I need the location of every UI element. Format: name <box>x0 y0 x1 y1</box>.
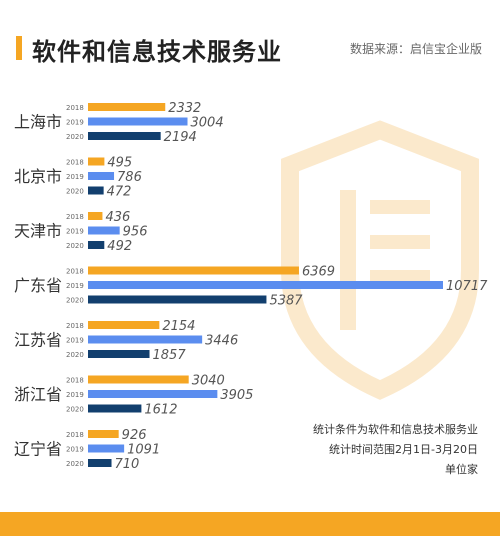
note-condition: 统计条件为软件和信息技术服务业 <box>313 423 478 436</box>
series-year-label: 2019 <box>66 119 84 127</box>
bar <box>88 335 203 344</box>
bar <box>88 404 142 413</box>
data-label: 2194 <box>164 130 197 145</box>
data-label: 2154 <box>162 319 195 334</box>
series-year-label: 2018 <box>66 159 84 167</box>
bar <box>88 241 105 249</box>
data-label: 926 <box>122 428 147 443</box>
category-label: 北京市 <box>14 167 62 186</box>
bar <box>88 132 161 140</box>
bar <box>88 103 166 111</box>
bar <box>88 172 115 180</box>
data-label: 492 <box>107 239 132 254</box>
note-unit: 单位家 <box>445 463 478 476</box>
bar <box>88 186 104 195</box>
series-year-label: 2019 <box>66 337 84 345</box>
bar <box>88 390 218 398</box>
bar <box>88 157 105 166</box>
data-label: 710 <box>115 457 140 472</box>
bar <box>88 459 112 467</box>
series-year-label: 2019 <box>66 446 84 454</box>
data-label: 495 <box>107 156 132 171</box>
bar <box>88 295 267 304</box>
data-label: 1612 <box>144 403 177 418</box>
chart-title: 软件和信息技术服务业 <box>32 38 282 66</box>
category-label: 浙江省 <box>14 385 62 404</box>
category-label: 天津市 <box>14 222 62 241</box>
data-label: 3905 <box>220 388 253 403</box>
bar <box>88 281 443 289</box>
bar <box>88 226 120 235</box>
series-year-label: 2019 <box>66 173 84 181</box>
category-label: 广东省 <box>14 276 62 295</box>
chart-notes: 统计条件为软件和信息技术服务业 统计时间范围2月1日-3月20日 单位家 <box>313 420 478 480</box>
series-year-label: 2020 <box>66 188 84 196</box>
footer-band <box>0 512 500 536</box>
series-year-label: 2020 <box>66 460 84 468</box>
series-year-label: 2018 <box>66 322 84 330</box>
data-label: 3040 <box>192 374 225 389</box>
bar <box>88 212 103 220</box>
series-year-label: 2019 <box>66 282 84 290</box>
series-year-label: 2018 <box>66 431 84 439</box>
bar <box>88 350 150 358</box>
series-year-label: 2018 <box>66 213 84 221</box>
series-year-label: 2020 <box>66 406 84 414</box>
note-date-range: 统计时间范围2月1日-3月20日 <box>329 443 478 456</box>
series-year-label: 2019 <box>66 391 84 399</box>
series-year-label: 2018 <box>66 377 84 385</box>
category-label: 上海市 <box>14 113 62 132</box>
series-year-label: 2020 <box>66 351 84 359</box>
data-label: 956 <box>123 225 148 240</box>
bar <box>88 444 125 453</box>
data-label: 472 <box>107 185 132 200</box>
bar <box>88 117 188 126</box>
series-year-label: 2019 <box>66 228 84 236</box>
bar <box>88 321 160 329</box>
title-accent-bar <box>16 36 22 60</box>
bar <box>88 430 119 438</box>
data-label: 10717 <box>446 279 488 294</box>
series-year-label: 2020 <box>66 133 84 141</box>
data-label: 1857 <box>153 348 187 363</box>
data-label: 786 <box>117 170 142 185</box>
data-label: 436 <box>105 210 130 225</box>
data-label: 5387 <box>269 294 303 309</box>
series-year-label: 2020 <box>66 297 84 305</box>
data-label: 3446 <box>205 334 238 349</box>
series-year-label: 2018 <box>66 104 84 112</box>
data-label: 2332 <box>168 101 201 116</box>
category-label: 辽宁省 <box>14 440 62 459</box>
category-label: 江苏省 <box>14 331 62 350</box>
data-source: 数据来源：启信宝企业版 <box>349 42 482 56</box>
series-year-label: 2020 <box>66 242 84 250</box>
bar <box>88 266 299 275</box>
watermark-logo-icon <box>281 120 479 400</box>
series-year-label: 2018 <box>66 268 84 276</box>
data-label: 6369 <box>302 265 335 280</box>
data-label: 1091 <box>127 443 160 458</box>
data-label: 3004 <box>191 116 224 131</box>
bar <box>88 375 189 384</box>
